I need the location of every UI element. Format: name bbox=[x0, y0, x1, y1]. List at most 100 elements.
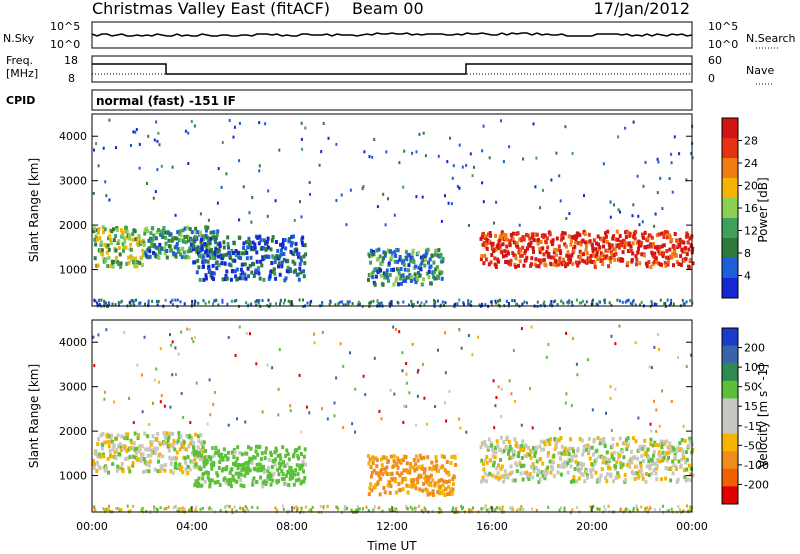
data-cell-2 bbox=[258, 276, 262, 281]
data-cell-0 bbox=[108, 434, 112, 439]
data-cell-4 bbox=[614, 251, 618, 256]
data-cell-4 bbox=[641, 232, 645, 237]
data-cell-4 bbox=[508, 239, 512, 244]
data-cell-0 bbox=[106, 434, 110, 439]
colorbar-tick-label: 24 bbox=[744, 157, 758, 170]
data-cell-1 bbox=[284, 453, 288, 458]
data-cell-4 bbox=[490, 253, 494, 257]
data-cell-1 bbox=[152, 233, 156, 238]
ground-scatter-cell bbox=[522, 508, 525, 512]
sparse-scatter-cell bbox=[130, 144, 132, 147]
data-cell-0 bbox=[132, 259, 136, 264]
data-cell-3 bbox=[667, 450, 671, 455]
data-cell-1 bbox=[267, 458, 271, 462]
data-cell-4 bbox=[662, 243, 666, 248]
data-cell-2 bbox=[220, 261, 224, 266]
sparse-scatter-cell bbox=[194, 335, 196, 339]
data-cell-3 bbox=[402, 278, 406, 283]
data-cell-4 bbox=[626, 261, 630, 266]
nave-label: Nave bbox=[746, 64, 774, 77]
sparse-scatter-cell bbox=[349, 351, 351, 355]
data-cell-4 bbox=[603, 256, 607, 260]
ground-scatter-cell bbox=[256, 299, 259, 303]
sparse-scatter-cell bbox=[642, 184, 645, 188]
data-cell-0 bbox=[114, 455, 118, 460]
data-cell-2 bbox=[279, 242, 283, 247]
colorbar-segment bbox=[722, 258, 738, 279]
data-cell-4 bbox=[496, 257, 500, 262]
data-cell-4 bbox=[528, 243, 532, 248]
data-cell-4 bbox=[631, 241, 635, 246]
ground-scatter-cell bbox=[372, 299, 375, 303]
ground-scatter-cell bbox=[296, 509, 298, 512]
data-cell-3 bbox=[396, 259, 400, 264]
data-cell-3 bbox=[623, 473, 627, 477]
data-cell-1 bbox=[216, 473, 220, 478]
ground-scatter-cell bbox=[391, 509, 394, 513]
data-cell-2 bbox=[270, 261, 274, 265]
ground-scatter-cell bbox=[107, 301, 110, 305]
data-cell-1 bbox=[182, 239, 186, 244]
sparse-scatter-cell bbox=[234, 354, 237, 357]
ground-scatter-cell bbox=[367, 508, 370, 512]
data-cell-4 bbox=[574, 260, 578, 265]
sparse-scatter-cell bbox=[492, 379, 495, 383]
data-cell-2 bbox=[443, 493, 447, 497]
sparse-scatter-cell bbox=[530, 325, 533, 329]
data-cell-0 bbox=[182, 440, 186, 445]
sparse-scatter-cell bbox=[187, 131, 190, 135]
data-cell-3 bbox=[394, 278, 398, 283]
data-cell-3 bbox=[586, 475, 590, 480]
data-cell-1 bbox=[233, 450, 237, 455]
ground-scatter-cell bbox=[663, 302, 666, 306]
sparse-scatter-cell bbox=[452, 164, 455, 168]
data-cell-3 bbox=[584, 469, 588, 474]
ground-scatter-cell bbox=[179, 300, 182, 304]
sparse-scatter-cell bbox=[274, 199, 277, 203]
sparse-scatter-cell bbox=[382, 192, 385, 196]
ground-scatter-cell bbox=[105, 507, 108, 511]
data-cell-3 bbox=[604, 476, 608, 480]
data-cell-2 bbox=[387, 459, 390, 464]
ground-scatter-cell bbox=[575, 298, 578, 302]
data-cell-1 bbox=[270, 464, 274, 469]
data-cell-1 bbox=[251, 479, 255, 484]
sparse-scatter-cell bbox=[169, 405, 172, 409]
data-cell-1 bbox=[237, 471, 241, 476]
sparse-scatter-cell bbox=[500, 388, 503, 391]
data-cell-1 bbox=[192, 445, 195, 450]
data-cell-2 bbox=[441, 483, 445, 488]
data-cell-1 bbox=[262, 467, 266, 472]
data-cell-0 bbox=[99, 242, 103, 247]
data-cell-3 bbox=[382, 256, 385, 261]
ground-scatter-cell bbox=[348, 300, 351, 304]
ground-scatter-cell bbox=[118, 507, 121, 511]
data-cell-1 bbox=[239, 483, 243, 488]
data-cell-3 bbox=[615, 442, 619, 447]
data-cell-3 bbox=[423, 255, 427, 260]
colorbar-segment bbox=[722, 198, 738, 219]
data-cell-2 bbox=[298, 266, 302, 271]
data-cell-3 bbox=[425, 250, 429, 255]
data-cell-3 bbox=[587, 436, 591, 441]
ground-scatter-cell bbox=[499, 298, 501, 302]
data-cell-2 bbox=[192, 239, 196, 244]
data-cell-3 bbox=[480, 458, 484, 463]
data-cell-3 bbox=[632, 471, 636, 476]
sparse-scatter-cell bbox=[508, 379, 511, 383]
data-cell-4 bbox=[623, 245, 627, 250]
data-cell-4 bbox=[555, 236, 559, 241]
data-cell-3 bbox=[541, 461, 545, 466]
data-cell-4 bbox=[489, 241, 493, 246]
data-cell-1 bbox=[241, 463, 245, 468]
sparse-scatter-cell bbox=[277, 413, 280, 417]
data-cell-4 bbox=[635, 240, 639, 245]
data-cell-2 bbox=[282, 252, 286, 256]
data-cell-1 bbox=[248, 468, 252, 473]
data-cell-3 bbox=[394, 254, 398, 258]
data-cell-1 bbox=[150, 244, 154, 249]
nave-tick-high: 60 bbox=[708, 54, 722, 67]
data-cell-0 bbox=[97, 226, 101, 231]
ground-scatter-cell bbox=[414, 509, 417, 513]
data-cell-2 bbox=[452, 482, 455, 486]
